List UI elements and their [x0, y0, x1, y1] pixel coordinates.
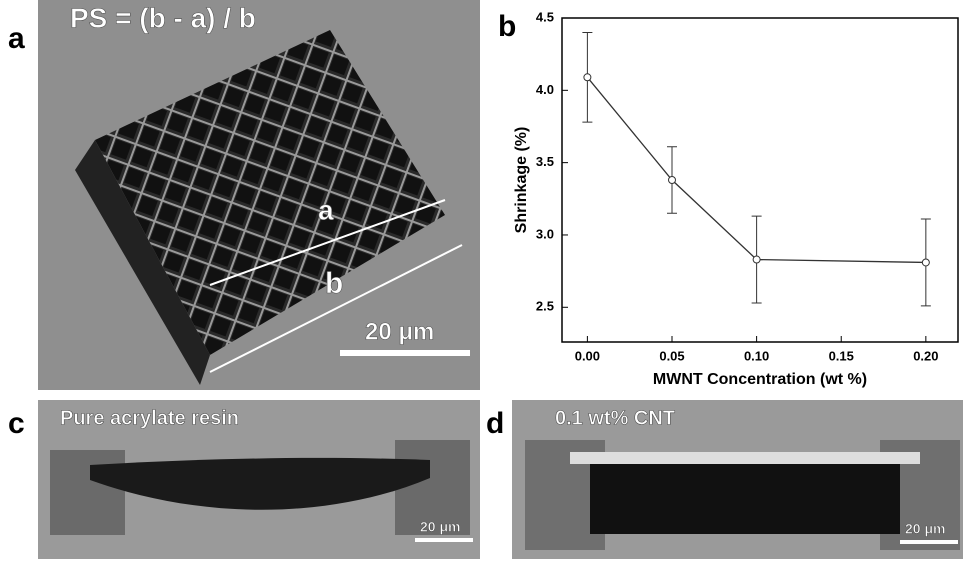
mark-b: b [325, 267, 343, 300]
x-tick-label: 0.05 [659, 348, 684, 363]
data-point [584, 74, 591, 81]
beam [570, 452, 920, 464]
scale-label: 20 μm [905, 521, 945, 537]
scale-label: 20 μm [420, 519, 460, 535]
x-tick-label: 0.20 [913, 348, 938, 363]
x-tick-label: 0.10 [744, 348, 769, 363]
panel-label: d [486, 407, 504, 440]
data-point [669, 177, 676, 184]
data-point [922, 259, 929, 266]
x-tick-label: 0.15 [829, 348, 854, 363]
scale-bar [415, 538, 473, 542]
x-tick-label: 0.00 [575, 348, 600, 363]
y-tick-label: 3.0 [536, 226, 554, 241]
plot-frame [562, 18, 958, 342]
scale-bar [340, 350, 470, 356]
mark-a: a [318, 194, 334, 225]
panel-label: a [8, 22, 25, 55]
figure: a PS = (b - a) / b a b 20 μm b c Pure ac… [0, 0, 963, 559]
caption: Pure acrylate resin [60, 407, 239, 429]
y-tick-label: 4.0 [536, 82, 554, 97]
y-tick-label: 3.5 [536, 154, 554, 169]
x-axis-title: MWNT Concentration (wt %) [653, 371, 867, 388]
y-axis-title: Shrinkage (%) [513, 127, 530, 234]
pad [50, 450, 125, 535]
data-point [753, 256, 760, 263]
scale-label: 20 μm [365, 318, 434, 345]
caption: 0.1 wt% CNT [555, 407, 675, 429]
formula: PS = (b - a) / b [70, 2, 256, 33]
scale-bar [900, 540, 958, 544]
panel-label: c [8, 407, 25, 440]
y-tick-label: 2.5 [536, 299, 554, 314]
panel-label: b [498, 10, 516, 43]
shadow [590, 464, 900, 534]
y-tick-label: 4.5 [536, 9, 554, 24]
